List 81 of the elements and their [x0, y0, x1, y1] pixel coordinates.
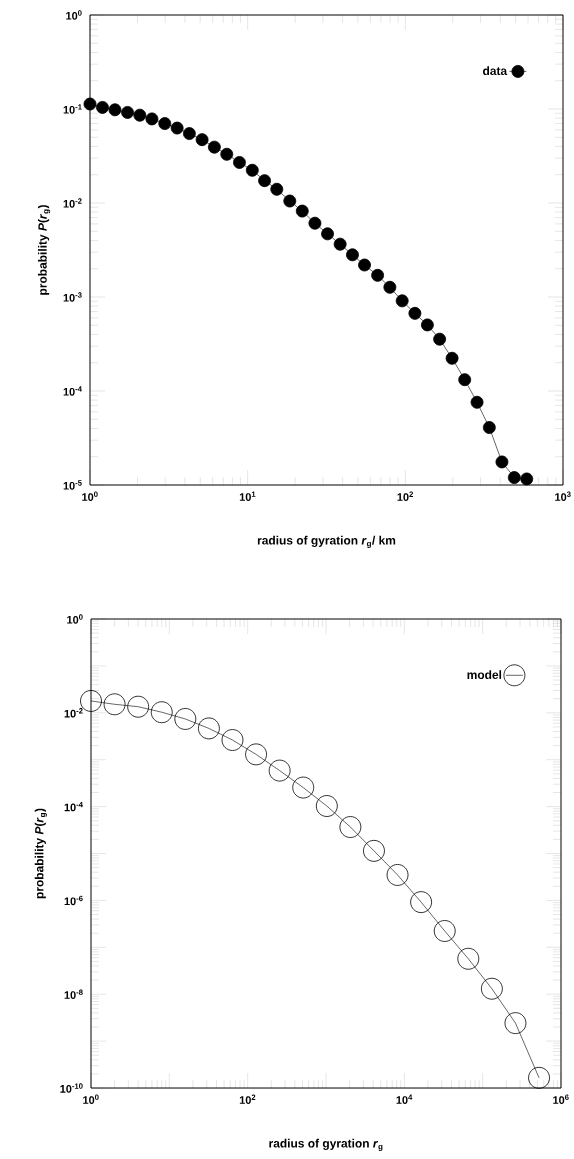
y-tick-label: 10$^{-4}$: [63, 386, 82, 396]
x-tick-label: 10$^{0}$: [82, 491, 98, 501]
x-tick-label: 10$^{2}$: [397, 491, 413, 501]
y-tick-label: 10$^{-8}$: [64, 989, 83, 999]
point: [195, 133, 209, 147]
point: [520, 472, 534, 486]
point: [292, 776, 315, 799]
point: [221, 729, 244, 751]
x-tick-label: 10$^{4}$: [396, 1094, 413, 1104]
point: [504, 1012, 527, 1035]
point: [315, 795, 338, 817]
point: [410, 891, 433, 914]
point: [339, 816, 362, 838]
point: [480, 977, 503, 1000]
point: [233, 156, 246, 169]
point: [121, 106, 134, 119]
point: [507, 471, 521, 484]
point: [333, 237, 347, 251]
x-axis-title: radius of gyration r$_{g}$/ km: [257, 535, 396, 548]
point: [258, 174, 271, 188]
y-tick-label: 10$^{-10}$: [60, 1083, 83, 1093]
point: [108, 103, 122, 117]
y-tick-label: 10$^{0}$: [67, 614, 83, 624]
point: [363, 839, 385, 862]
point: [408, 306, 422, 320]
y-axis-title: probability P(r$_{g}$): [37, 205, 51, 295]
x-tick-label: 10$^{6}$: [553, 1094, 569, 1104]
point: [127, 695, 150, 718]
y-tick-label: 10$^{-5}$: [63, 480, 82, 490]
point: [482, 421, 496, 434]
point: [371, 268, 385, 282]
point: [470, 395, 484, 409]
point: [295, 204, 309, 218]
point: [458, 373, 472, 387]
point: [220, 147, 234, 161]
point: [83, 97, 97, 111]
point: [207, 140, 221, 154]
y-tick-label: 10$^{0}$: [66, 10, 82, 20]
point: [150, 701, 173, 724]
y-tick-label: 10$^{-6}$: [64, 895, 83, 906]
point: [433, 920, 456, 942]
point: [321, 227, 334, 241]
x-tick-label: 10$^{2}$: [239, 1094, 256, 1104]
x-tick-label: 10$^{0}$: [83, 1094, 99, 1104]
point: [96, 101, 109, 114]
point: [308, 216, 322, 230]
point: [457, 947, 480, 970]
point: [245, 163, 259, 177]
point: [495, 455, 509, 469]
x-axis-title: radius of gyration r$_{g}$: [269, 1138, 383, 1151]
point: [445, 351, 459, 365]
point: [283, 194, 297, 208]
point: [103, 693, 126, 716]
point: [158, 117, 172, 130]
point: [433, 332, 447, 346]
legend-label: model: [467, 670, 502, 679]
y-tick-label: 10$^{-2}$: [64, 708, 83, 718]
point: [395, 294, 409, 308]
point: [174, 708, 197, 730]
point: [170, 121, 184, 135]
legend-label: data: [483, 66, 508, 76]
y-tick-label: 10$^{-1}$: [63, 104, 82, 114]
x-tick-label: 10$^{1}$: [239, 491, 256, 501]
x-tick-label: 10$^{3}$: [555, 491, 571, 501]
y-axis-title: probability P(r$_{g}$): [34, 808, 47, 899]
point: [133, 108, 147, 122]
point: [383, 280, 397, 294]
point: [270, 182, 284, 196]
point: [145, 112, 159, 126]
point: [245, 743, 267, 766]
y-tick-label: 10$^{-3}$: [63, 292, 82, 302]
y-tick-label: 10$^{-2}$: [63, 198, 82, 208]
point: [420, 318, 434, 332]
point: [182, 127, 196, 140]
point: [358, 258, 371, 272]
point: [268, 759, 291, 782]
point: [386, 864, 409, 886]
point: [528, 1066, 550, 1089]
point: [346, 248, 359, 262]
y-tick-label: 10$^{-4}$: [64, 801, 83, 812]
point: [198, 717, 220, 740]
